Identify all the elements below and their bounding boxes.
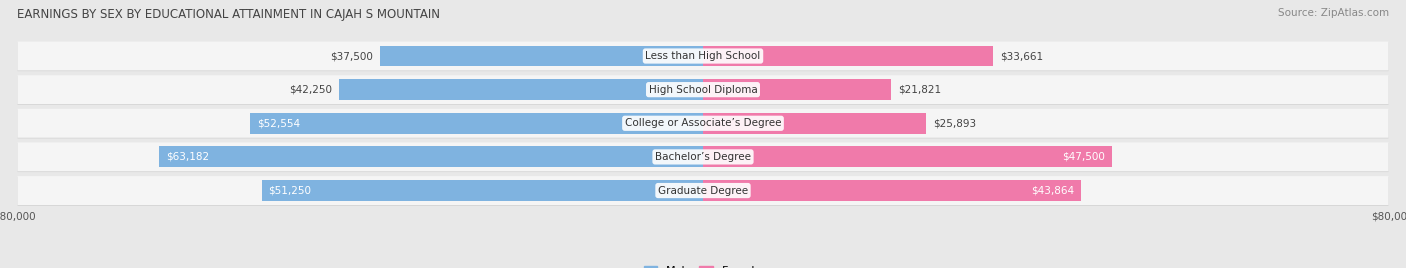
FancyBboxPatch shape <box>17 177 1389 206</box>
Text: EARNINGS BY SEX BY EDUCATIONAL ATTAINMENT IN CAJAH S MOUNTAIN: EARNINGS BY SEX BY EDUCATIONAL ATTAINMEN… <box>17 8 440 21</box>
Text: $51,250: $51,250 <box>269 185 312 196</box>
Bar <box>703 113 927 134</box>
Text: $43,864: $43,864 <box>1031 185 1074 196</box>
Text: Source: ZipAtlas.com: Source: ZipAtlas.com <box>1278 8 1389 18</box>
Text: $37,500: $37,500 <box>330 51 373 61</box>
Text: Bachelor’s Degree: Bachelor’s Degree <box>655 152 751 162</box>
Bar <box>703 180 1081 201</box>
Text: $52,554: $52,554 <box>257 118 301 128</box>
Text: $63,182: $63,182 <box>166 152 209 162</box>
Text: $21,821: $21,821 <box>898 85 941 95</box>
Bar <box>703 79 891 100</box>
Bar <box>339 79 703 100</box>
Text: $42,250: $42,250 <box>290 85 332 95</box>
Text: Less than High School: Less than High School <box>645 51 761 61</box>
Text: High School Diploma: High School Diploma <box>648 85 758 95</box>
Text: College or Associate’s Degree: College or Associate’s Degree <box>624 118 782 128</box>
Bar <box>159 147 703 167</box>
FancyBboxPatch shape <box>17 143 1389 172</box>
FancyBboxPatch shape <box>17 110 1389 138</box>
Text: $47,500: $47,500 <box>1063 152 1105 162</box>
Bar <box>380 46 703 66</box>
FancyBboxPatch shape <box>17 109 1389 138</box>
FancyBboxPatch shape <box>17 42 1389 71</box>
Bar <box>703 46 993 66</box>
FancyBboxPatch shape <box>17 143 1389 171</box>
Bar <box>703 147 1112 167</box>
FancyBboxPatch shape <box>17 176 1389 205</box>
Text: Graduate Degree: Graduate Degree <box>658 185 748 196</box>
Text: $33,661: $33,661 <box>1000 51 1043 61</box>
Text: $25,893: $25,893 <box>932 118 976 128</box>
FancyBboxPatch shape <box>17 76 1389 105</box>
FancyBboxPatch shape <box>17 42 1389 70</box>
Legend: Male, Female: Male, Female <box>640 261 766 268</box>
FancyBboxPatch shape <box>17 75 1389 104</box>
Bar <box>262 180 703 201</box>
Bar <box>250 113 703 134</box>
